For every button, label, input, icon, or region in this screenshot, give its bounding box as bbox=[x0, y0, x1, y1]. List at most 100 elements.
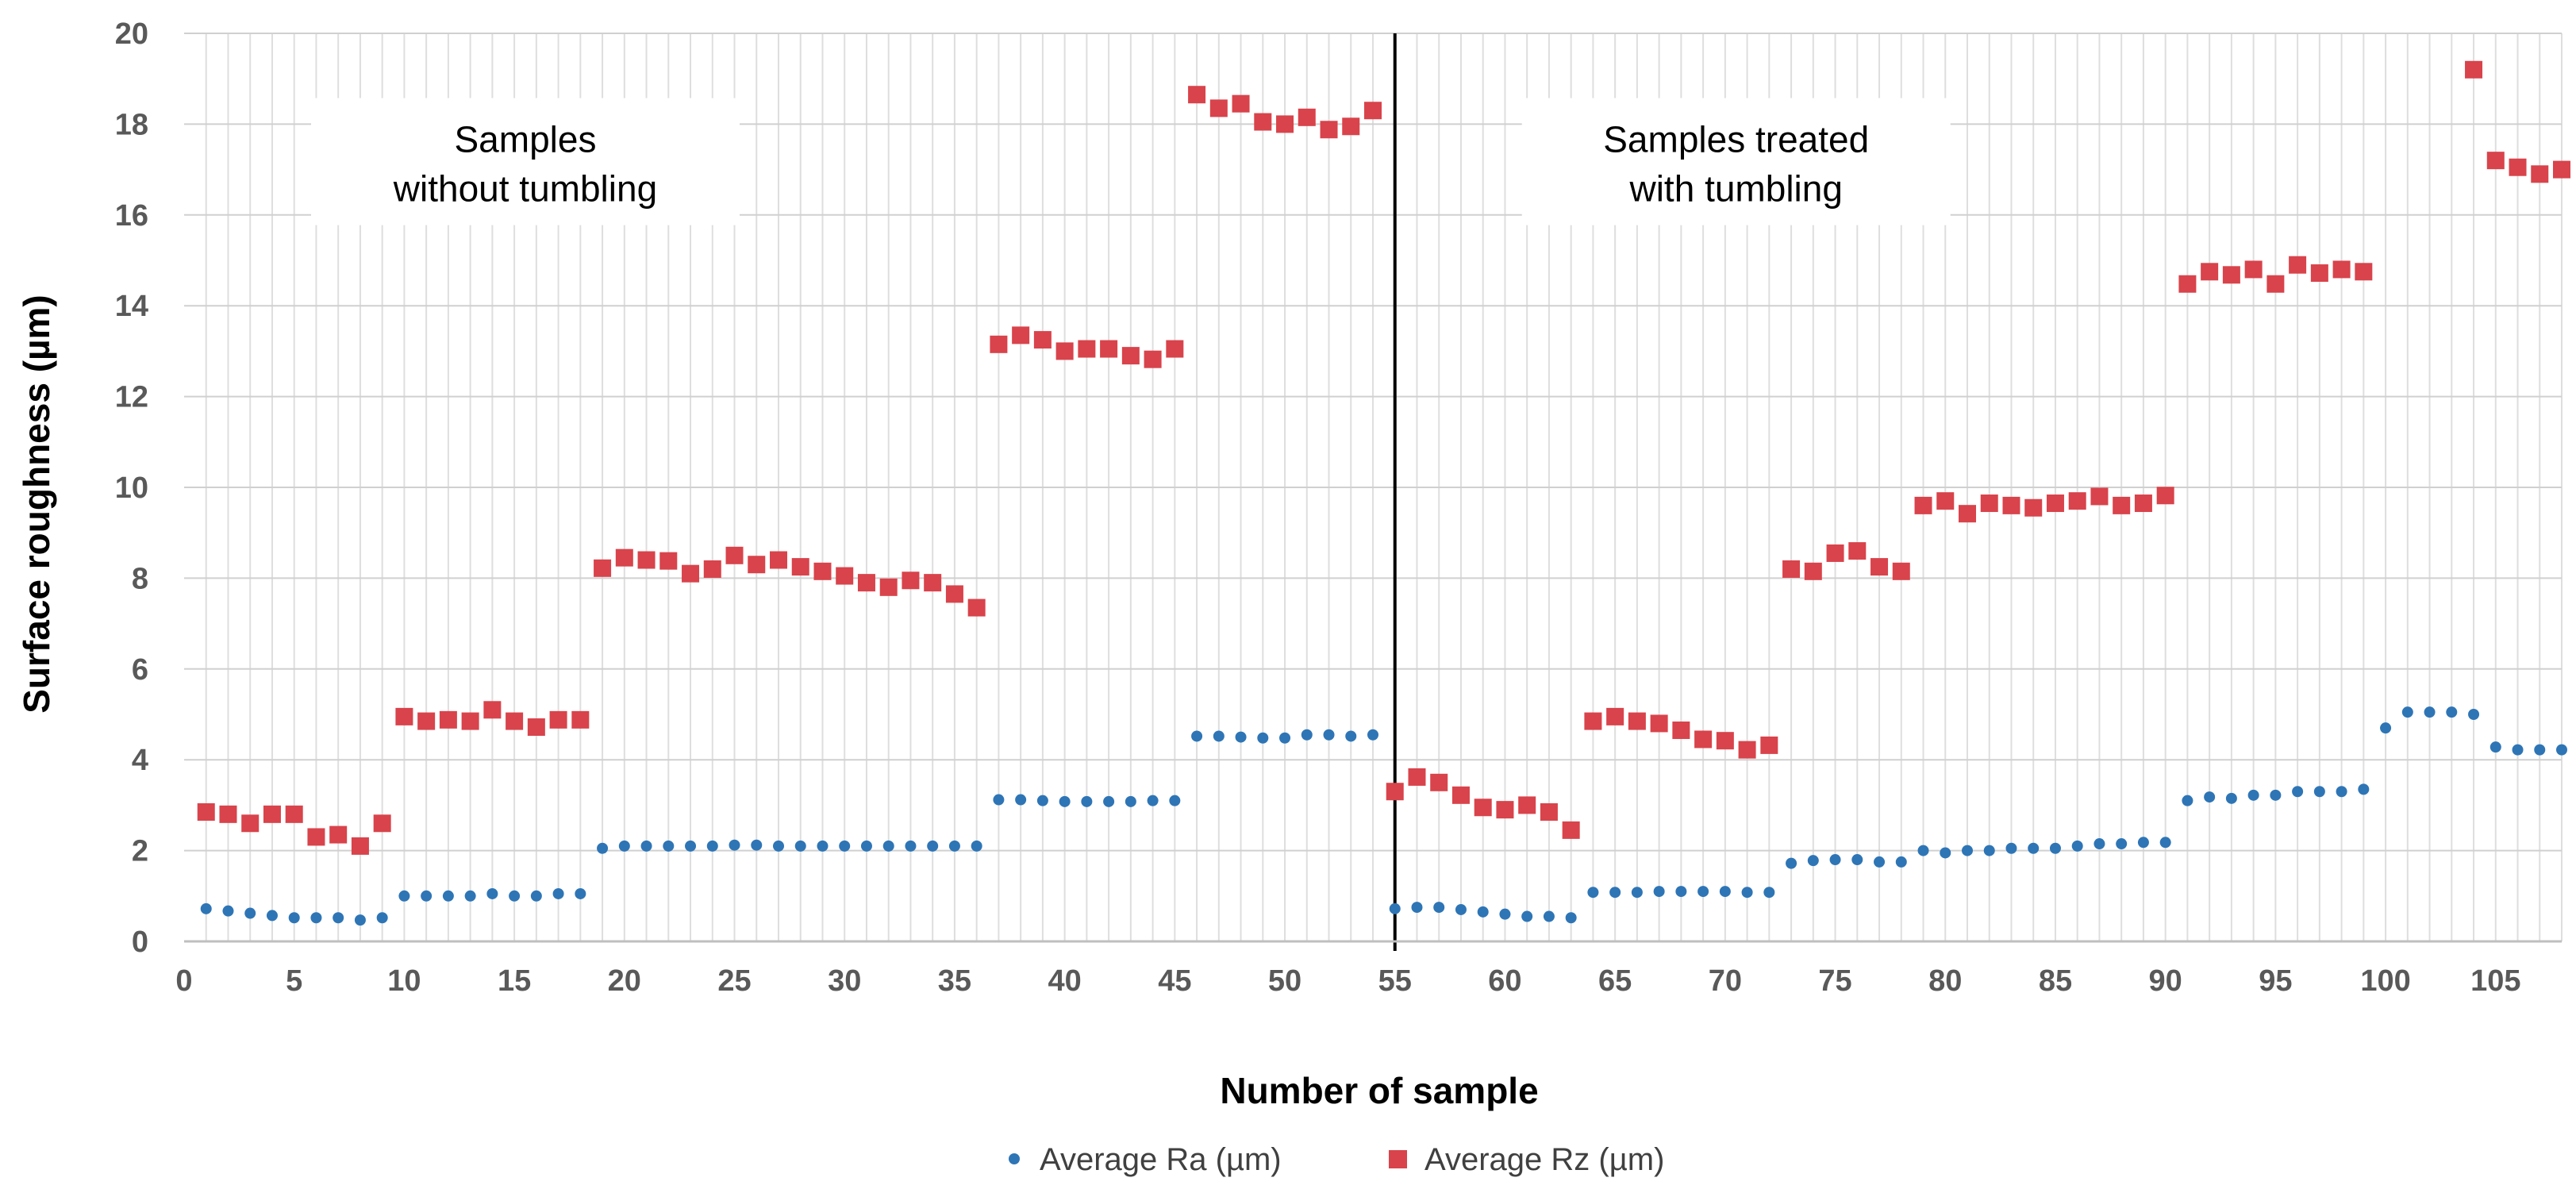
ra-point bbox=[288, 912, 300, 924]
rz-point bbox=[615, 548, 633, 567]
rz-point bbox=[1386, 783, 1404, 801]
annotation-text: Samples bbox=[454, 119, 596, 160]
ra-point bbox=[1191, 730, 1203, 742]
rz-point bbox=[351, 837, 369, 855]
ra-point bbox=[1697, 886, 1709, 898]
ra-point bbox=[2556, 744, 2567, 756]
ra-point bbox=[2182, 795, 2193, 806]
x-tick-label: 60 bbox=[1488, 964, 1521, 998]
rz-point bbox=[1914, 496, 1932, 514]
ra-point bbox=[464, 890, 476, 902]
rz-point bbox=[395, 707, 413, 725]
annotation-box bbox=[1521, 98, 1951, 225]
ra-point bbox=[1257, 732, 1269, 744]
ra-point bbox=[860, 840, 872, 852]
ra-point bbox=[2116, 838, 2128, 850]
ra-point bbox=[1411, 902, 1423, 914]
rz-point bbox=[1232, 94, 1250, 113]
ra-point bbox=[948, 840, 960, 852]
y-axis-title: Surface roughness (µm) bbox=[16, 294, 57, 714]
ra-point bbox=[882, 840, 894, 852]
rz-point bbox=[1121, 347, 1140, 365]
rz-point bbox=[1606, 707, 1624, 725]
ra-point bbox=[1235, 731, 1247, 743]
rz-point bbox=[703, 560, 721, 578]
rz-point bbox=[1760, 736, 1778, 754]
rz-point bbox=[1364, 102, 1382, 120]
ra-point bbox=[1169, 795, 1181, 806]
rz-point bbox=[967, 598, 986, 617]
rz-point bbox=[2332, 260, 2351, 279]
ra-point bbox=[2512, 744, 2524, 756]
ra-point bbox=[1675, 886, 1687, 898]
rz-point bbox=[2310, 264, 2328, 283]
ra-point bbox=[1015, 794, 1027, 806]
ra-point bbox=[2401, 706, 2413, 718]
ra-point bbox=[2049, 842, 2061, 854]
ra-point bbox=[1036, 795, 1048, 806]
x-tick-label: 5 bbox=[286, 964, 302, 998]
rz-point bbox=[439, 710, 457, 729]
x-tick-label: 50 bbox=[1268, 964, 1301, 998]
x-tick-label: 70 bbox=[1709, 964, 1742, 998]
ra-point bbox=[2313, 786, 2325, 798]
rz-point bbox=[549, 710, 567, 729]
x-axis-title: Number of sample bbox=[1220, 1070, 1538, 1111]
rz-point bbox=[1848, 542, 1867, 560]
ra-point bbox=[333, 912, 344, 924]
rz-point bbox=[594, 559, 612, 577]
x-tick-label: 105 bbox=[2470, 964, 2520, 998]
ra-point bbox=[530, 890, 542, 902]
y-tick-label: 18 bbox=[115, 108, 148, 141]
ra-point bbox=[2225, 792, 2237, 804]
x-tick-label: 55 bbox=[1378, 964, 1412, 998]
x-tick-label: 90 bbox=[2149, 964, 2182, 998]
rz-point bbox=[2046, 495, 2064, 513]
ra-point bbox=[200, 902, 212, 914]
y-tick-label: 14 bbox=[115, 290, 148, 323]
ra-point bbox=[2204, 791, 2216, 803]
ra-point bbox=[2534, 744, 2546, 756]
rz-point bbox=[1033, 331, 1052, 349]
ra-point bbox=[1719, 886, 1731, 898]
rz-point bbox=[945, 585, 963, 603]
rz-point bbox=[2531, 165, 2549, 183]
x-tick-label: 80 bbox=[1928, 964, 1962, 998]
ra-point bbox=[1213, 730, 1225, 742]
ra-point bbox=[597, 842, 609, 854]
ra-point bbox=[244, 907, 256, 919]
rz-point bbox=[527, 718, 545, 737]
ra-point bbox=[1543, 910, 1555, 922]
ra-point bbox=[706, 840, 718, 852]
ra-point bbox=[1565, 912, 1577, 924]
rz-point bbox=[879, 578, 898, 596]
rz-point bbox=[1694, 730, 1713, 749]
ra-point bbox=[1741, 887, 1753, 899]
rz-point bbox=[857, 574, 875, 592]
legend-ra-label: Average Ra (µm) bbox=[1040, 1142, 1282, 1177]
ra-point bbox=[552, 887, 564, 899]
rz-point bbox=[2509, 158, 2527, 176]
rz-point bbox=[2090, 487, 2109, 506]
ra-point bbox=[751, 839, 763, 851]
ra-point bbox=[2159, 837, 2171, 849]
ra-point bbox=[1983, 845, 1995, 856]
ra-point bbox=[2247, 789, 2259, 801]
ra-point bbox=[1323, 729, 1335, 741]
rz-point bbox=[659, 552, 678, 570]
rz-point bbox=[1628, 712, 1646, 730]
ra-point bbox=[1147, 795, 1159, 806]
ra-point bbox=[1345, 730, 1357, 742]
y-tick-label: 8 bbox=[132, 562, 148, 595]
ra-point bbox=[1917, 845, 1929, 856]
rz-point bbox=[241, 814, 260, 833]
ra-point bbox=[222, 905, 234, 917]
ra-point bbox=[1455, 903, 1467, 915]
rz-point bbox=[2244, 260, 2263, 279]
ra-point bbox=[376, 912, 388, 924]
ra-point bbox=[663, 840, 675, 852]
y-tick-label: 20 bbox=[115, 17, 148, 51]
x-tick-label: 0 bbox=[175, 964, 192, 998]
ra-point bbox=[1433, 902, 1445, 914]
